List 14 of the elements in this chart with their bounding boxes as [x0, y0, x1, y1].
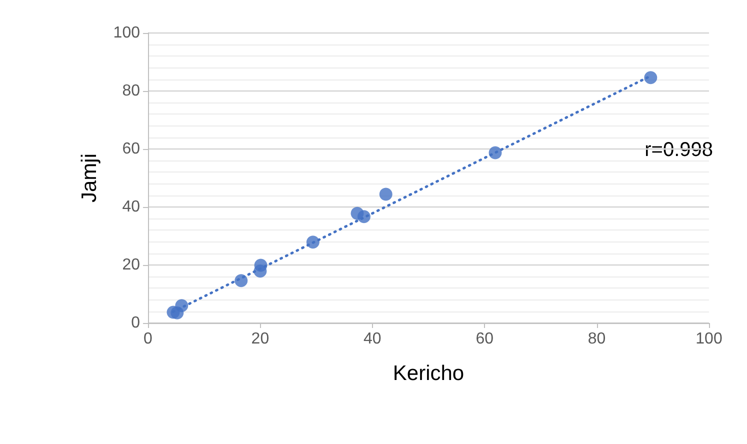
x-tick-label: 0 [144, 330, 153, 348]
y-tick-label: 80 [122, 82, 140, 100]
x-axis-title: Kericho [392, 362, 464, 385]
y-axis-title: Jamji [78, 153, 101, 203]
y-tick-label: 60 [122, 140, 140, 158]
x-tick-label: 100 [696, 330, 722, 348]
x-tick-label: 80 [588, 330, 606, 348]
x-tick-label: 60 [476, 330, 494, 348]
x-tick-label: 20 [251, 330, 270, 348]
y-tick-label: 100 [113, 24, 140, 42]
y-tick-label: 20 [122, 256, 140, 274]
x-tick-label: 40 [364, 330, 382, 348]
y-tick-label: 40 [122, 198, 140, 216]
y-tick-label: 0 [131, 314, 140, 332]
